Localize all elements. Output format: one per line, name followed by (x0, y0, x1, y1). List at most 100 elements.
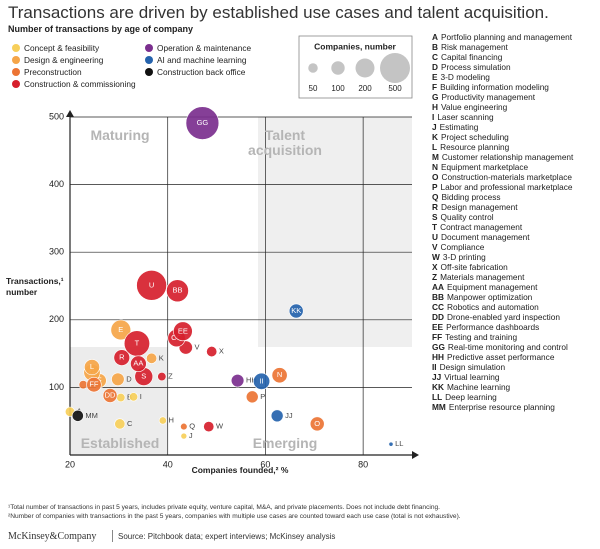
key-item: D Process simulation (428, 62, 600, 72)
legend-swatch (12, 44, 20, 52)
key-name: Equipment marketplace (441, 162, 529, 172)
bubble (253, 372, 271, 390)
legend-swatch (12, 56, 20, 64)
bubble (166, 279, 189, 303)
key-item: LL Deep learning (428, 392, 600, 402)
key-letter: F (432, 82, 438, 92)
key-letter: HH (432, 352, 444, 362)
x-tick-label: 60 (260, 459, 270, 469)
key-name: Bidding process (441, 192, 501, 202)
bubble-label: BB (172, 286, 182, 295)
legend-label: Construction & commissioning (24, 79, 136, 89)
bubble (185, 106, 220, 140)
key-letter: MM (432, 402, 446, 412)
bubble (146, 352, 158, 364)
bubble (130, 355, 147, 372)
key-name: Manpower optimization (446, 292, 533, 302)
key-item: HH Predictive asset performance (428, 352, 600, 362)
legend-swatch (145, 68, 153, 76)
key-item: C Capital financing (428, 52, 600, 62)
key-name: Construction-materials marketplace (441, 172, 572, 182)
key-item: FF Testing and training (428, 332, 600, 342)
key-name: Productivity management (441, 92, 536, 102)
legend-item: Construction & commissioning (12, 79, 136, 89)
key-item: W 3-D printing (428, 252, 600, 262)
key-item: E 3-D modeling (428, 72, 600, 82)
key-item: J Estimating (428, 122, 600, 132)
y-arrow (66, 110, 74, 117)
bubble (206, 346, 218, 358)
key-name: Drone-enabled yard inspection (446, 312, 560, 322)
bubble-label: T (135, 338, 140, 347)
bubble-label: II (259, 376, 263, 385)
key-item: U Document management (428, 232, 600, 242)
legend-label: Operation & maintenance (157, 43, 252, 53)
bubble-label: S (141, 372, 146, 381)
bubble (102, 388, 118, 403)
bubble (245, 390, 259, 404)
key-name: Equipment management (446, 282, 538, 292)
key-letter: K (432, 132, 438, 142)
key-item: M Customer relationship management (428, 152, 600, 162)
size-legend-label: 200 (358, 84, 372, 93)
bubble (71, 409, 84, 422)
footnote: ¹Total number of transactions in past 5 … (8, 504, 441, 511)
bubble (136, 270, 167, 301)
legend-label: AI and machine learning (157, 55, 247, 65)
key-name: Predictive asset performance (446, 352, 555, 362)
key-name: Document management (441, 232, 530, 242)
bubble-label: HH (246, 376, 257, 385)
bubble (114, 418, 126, 430)
bubble (180, 432, 188, 440)
key-item: EE Performance dashboards (428, 322, 600, 332)
key-item: K Project scheduling (428, 132, 600, 142)
key-letter: B (432, 42, 438, 52)
x-tick-label: 20 (65, 459, 75, 469)
key-name: Compliance (440, 242, 485, 252)
key-name: Laser scanning (437, 112, 494, 122)
legend-label: Construction back office (157, 67, 246, 77)
key-name: Contract management (440, 222, 523, 232)
y-tick-label: 100 (49, 382, 64, 392)
key-letter: LL (432, 392, 443, 402)
bubble-label: Z (168, 372, 173, 381)
key-letter: Z (432, 272, 438, 282)
footnotes: ¹Total number of transactions in past 5 … (8, 504, 598, 521)
key-letter: S (432, 212, 438, 222)
key-item: DD Drone-enabled yard inspection (428, 312, 600, 322)
key-letter: GG (432, 342, 445, 352)
footnote: ²Number of companies with transactions i… (8, 512, 461, 520)
bubble-label: N (277, 370, 282, 379)
quadrant-label: Talent acquisition (248, 127, 322, 158)
key-letter: V (432, 242, 438, 252)
key-name: 3-D modeling (440, 72, 490, 82)
key-letter: L (432, 142, 438, 152)
key-name: Estimating (439, 122, 479, 132)
bubble-label: FF (89, 380, 99, 389)
key-item: A Portfolio planning and management (428, 32, 600, 42)
legend-item: AI and machine learning (145, 55, 246, 65)
size-legend-circle (308, 63, 318, 73)
key-item: F Building information modeling (428, 82, 600, 92)
key-item: MM Enterprise resource planning (428, 402, 600, 412)
key-item: L Resource planning (428, 142, 600, 152)
key-name: Building information modeling (440, 82, 549, 92)
key-letter: FF (432, 332, 443, 342)
size-legend-circle (355, 58, 375, 78)
key-name: Enterprise resource planning (448, 402, 555, 412)
bubble-label: MM (85, 411, 98, 420)
key-item: I Laser scanning (428, 112, 600, 122)
key-list: A Portfolio planning and management B Risk … (428, 32, 600, 412)
key-item: X Off-site fabrication (428, 262, 600, 272)
x-tick-label: 40 (163, 459, 173, 469)
legend-label: Preconstruction (24, 67, 82, 77)
key-letter: II (432, 362, 437, 372)
key-item: Z Materials management (428, 272, 600, 282)
key-name: Process simulation (441, 62, 511, 72)
key-letter: DD (432, 312, 444, 322)
legend-item: Construction back office (145, 67, 245, 77)
bubble-label: JJ (285, 411, 293, 420)
key-item: O Construction-materials marketplace (428, 172, 600, 182)
key-letter: J (432, 122, 437, 132)
legend-label: Concept & feasibility (24, 43, 100, 53)
